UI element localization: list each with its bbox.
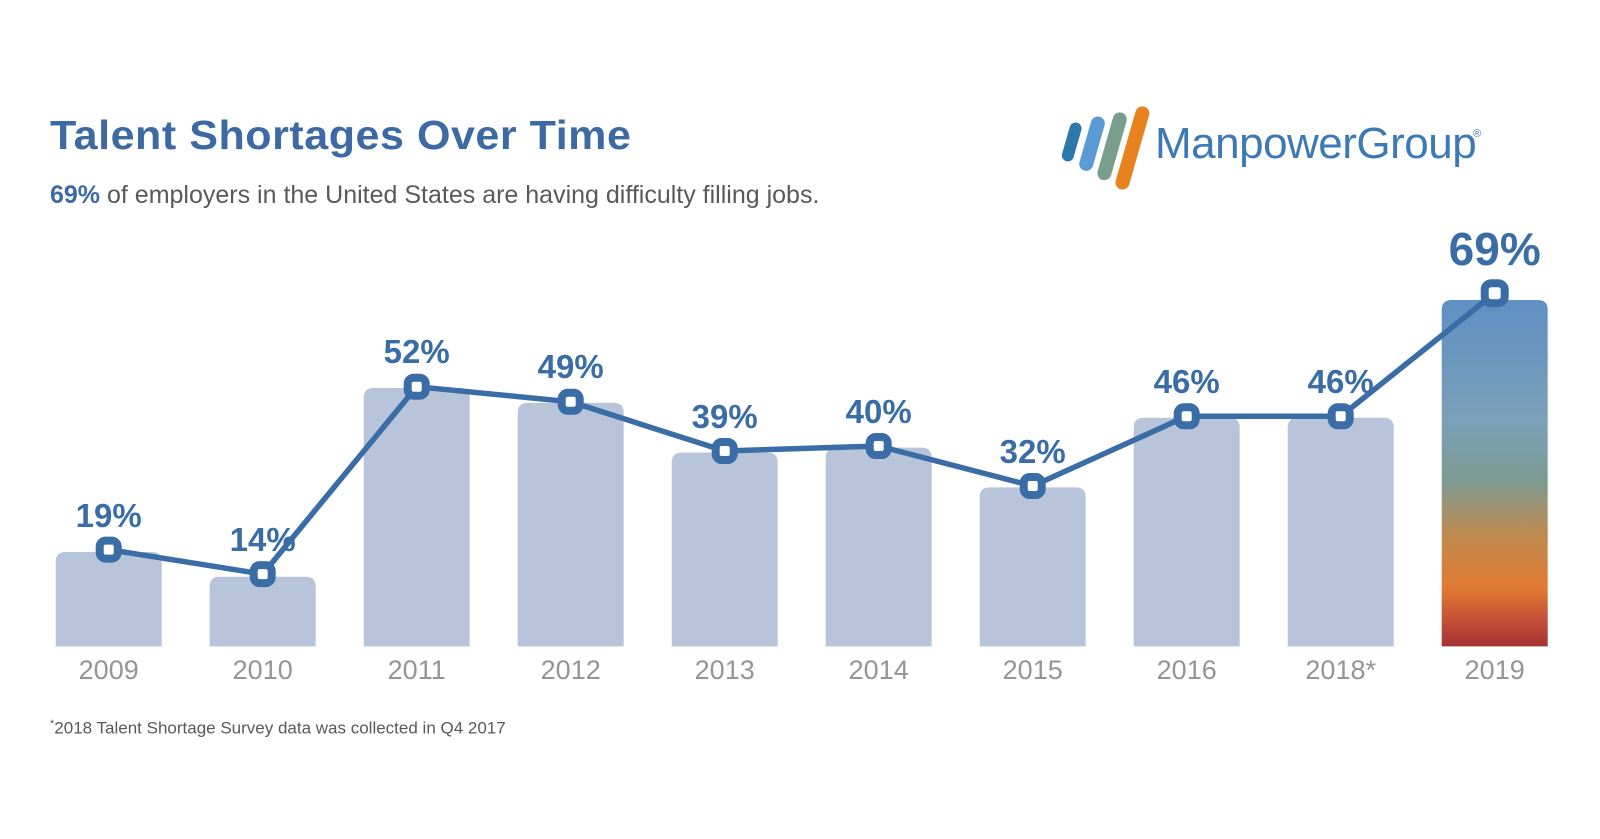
svg-text:69%: 69%	[1449, 223, 1541, 275]
svg-text:46%: 46%	[1154, 363, 1220, 400]
svg-text:2010: 2010	[233, 655, 293, 685]
svg-text:49%: 49%	[538, 348, 604, 385]
svg-text:40%: 40%	[846, 393, 912, 430]
svg-text:2015: 2015	[1003, 655, 1063, 685]
svg-text:19%: 19%	[76, 497, 142, 534]
svg-text:2011: 2011	[388, 655, 446, 685]
svg-text:52%: 52%	[384, 333, 450, 370]
svg-text:2014: 2014	[849, 655, 909, 685]
svg-text:2013: 2013	[695, 655, 755, 685]
svg-text:2009: 2009	[79, 655, 139, 685]
svg-text:2016: 2016	[1157, 655, 1217, 685]
svg-text:2012: 2012	[541, 655, 601, 685]
svg-text:32%: 32%	[1000, 433, 1066, 470]
svg-text:46%: 46%	[1308, 363, 1374, 400]
svg-text:14%: 14%	[230, 521, 296, 558]
svg-text:39%: 39%	[692, 398, 758, 435]
svg-text:2019: 2019	[1465, 655, 1525, 685]
svg-text:2018*: 2018*	[1305, 655, 1376, 685]
